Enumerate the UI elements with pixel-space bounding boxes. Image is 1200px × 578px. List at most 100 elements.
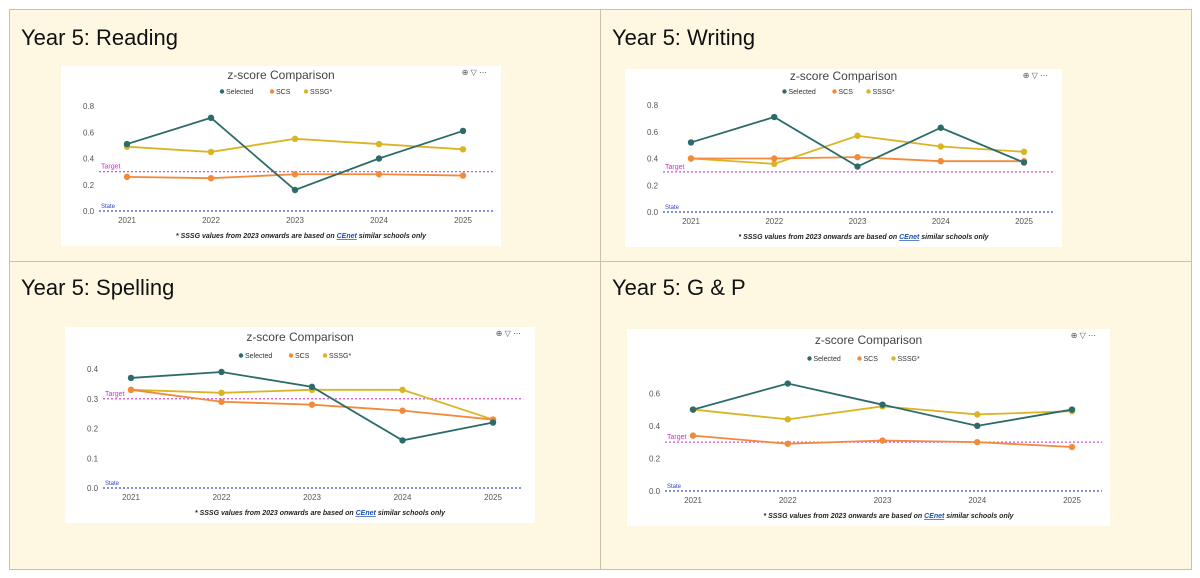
chart-legend: Selected SCS SSSG* — [782, 89, 895, 96]
legend-marker-2 — [322, 353, 328, 358]
reference-label-target: Target — [101, 164, 121, 171]
data-point-sssg — [207, 148, 215, 156]
x-tick-label: 2025 — [484, 493, 502, 502]
legend-marker-0 — [782, 89, 787, 94]
gp-chart: ⊕ ▽ ⋯ z-score Comparison Selected SCS SSSG* 0… — [627, 329, 1110, 526]
legend-marker-1 — [857, 356, 862, 361]
x-tick-label: 2022 — [213, 493, 231, 502]
data-point-selected — [489, 419, 497, 426]
x-tick-label: 2021 — [118, 216, 136, 225]
data-point-scs — [854, 153, 861, 161]
footnote-link: CEnet — [924, 513, 945, 520]
data-point-scs — [291, 171, 299, 178]
legend-label-1: SCS — [839, 89, 854, 96]
x-tick-label: 2024 — [932, 217, 950, 226]
y-tick-label: 0.0 — [87, 484, 99, 493]
legend-marker-1 — [269, 89, 275, 94]
y-tick-label: 0.2 — [647, 181, 659, 190]
data-point-selected — [1068, 406, 1076, 413]
legend-label-2: SSSG* — [310, 89, 332, 96]
data-point-scs — [689, 432, 697, 439]
data-point-sssg — [291, 135, 299, 143]
panel-title-reading: Year 5: Reading — [21, 25, 178, 50]
y-tick-label: 0.0 — [647, 208, 659, 217]
y-tick-label: 0.6 — [83, 128, 95, 137]
data-point-selected — [784, 380, 791, 387]
data-point-scs — [879, 437, 886, 444]
data-point-selected — [291, 186, 299, 194]
legend-marker-0 — [807, 356, 812, 361]
legend-marker-2 — [303, 89, 309, 94]
chart-footnote: * SSSG values from 2023 onwards are base… — [763, 513, 1014, 520]
x-tick-label: 2024 — [968, 496, 986, 505]
legend-label-2: SSSG* — [873, 89, 895, 96]
reference-label-target: Target — [667, 434, 687, 441]
data-point-sssg — [218, 389, 225, 396]
chart-title: z-score Comparison — [246, 330, 353, 344]
footnote-text-end: similar schools only — [919, 234, 989, 241]
legend-label-0: Selected — [789, 89, 816, 96]
footnote-text: * SSSG values from 2023 onwards are base… — [195, 510, 356, 517]
comparison-grid: Year 5: Reading Year 5: Writing Year 5: … — [9, 9, 1192, 570]
legend-marker-2 — [866, 89, 871, 94]
panel-title-spelling: Year 5: Spelling — [21, 275, 175, 300]
data-point-sssg — [1020, 148, 1028, 156]
x-tick-label: 2021 — [684, 496, 702, 505]
y-tick-label: 0.2 — [87, 425, 99, 434]
x-tick-label: 2022 — [779, 496, 797, 505]
y-tick-label: 0.8 — [647, 101, 659, 110]
writing-chart: ⊕ ▽ ⋯ z-score Comparison Selected SCS SSSG* 0… — [625, 69, 1062, 247]
legend-label-1: SCS — [276, 89, 291, 96]
chart-footnote: * SSSG values from 2023 onwards are base… — [195, 510, 446, 517]
footnote-text-end: similar schools only — [944, 513, 1014, 520]
footnote-link: CEnet — [356, 510, 377, 517]
x-tick-label: 2022 — [202, 216, 220, 225]
y-tick-label: 0.6 — [647, 128, 659, 137]
chart-footnote: * SSSG values from 2023 onwards are base… — [738, 234, 989, 241]
data-point-scs — [771, 155, 778, 162]
data-point-selected — [1020, 159, 1028, 166]
legend-marker-0 — [238, 353, 244, 358]
footnote-text: * SSSG values from 2023 onwards are base… — [738, 234, 899, 241]
legend-marker-1 — [288, 353, 294, 358]
data-point-sssg — [771, 160, 778, 168]
data-point-selected — [375, 155, 383, 162]
x-tick-label: 2025 — [1015, 217, 1033, 226]
series-line-selected — [126, 116, 464, 192]
reference-label-state: State — [667, 484, 682, 490]
data-point-scs — [784, 440, 791, 447]
x-tick-label: 2021 — [682, 217, 700, 226]
footnote-text: * SSSG values from 2023 onwards are base… — [763, 513, 924, 520]
legend-label-0: Selected — [226, 89, 253, 96]
legend-label-1: SCS — [864, 356, 879, 363]
data-point-selected — [218, 368, 225, 376]
chart-legend: Selected SCS SSSG* — [807, 356, 920, 363]
data-point-scs — [375, 171, 383, 178]
reference-label-state: State — [101, 204, 116, 210]
x-tick-label: 2021 — [122, 493, 140, 502]
footnote-link: CEnet — [899, 234, 920, 241]
y-tick-label: 0.1 — [87, 454, 99, 463]
y-tick-label: 0.4 — [647, 155, 659, 164]
legend-label-1: SCS — [295, 353, 310, 360]
legend-label-2: SSSG* — [329, 353, 351, 360]
data-point-selected — [771, 113, 778, 121]
data-point-scs — [399, 407, 406, 414]
footnote-link: CEnet — [337, 233, 358, 240]
chart-title: z-score Comparison — [815, 333, 922, 347]
y-tick-label: 0.8 — [83, 102, 95, 111]
legend-label-0: Selected — [814, 356, 841, 363]
y-tick-label: 0.4 — [83, 155, 95, 164]
data-point-sssg — [937, 143, 944, 150]
visual-toolbar-icons: ⊕ ▽ ⋯ — [1023, 71, 1048, 80]
data-point-scs — [218, 398, 225, 405]
data-point-scs — [459, 172, 467, 179]
reading-chart: ⊕ ▽ ⋯ z-score Comparison Selected SCS SSSG* 0… — [61, 66, 501, 246]
data-point-selected — [687, 139, 695, 146]
data-point-selected — [127, 374, 135, 382]
data-point-sssg — [854, 132, 861, 139]
data-point-scs — [687, 155, 695, 162]
x-tick-label: 2025 — [454, 216, 472, 225]
y-tick-label: 0.4 — [87, 365, 99, 374]
data-point-sssg — [375, 140, 383, 148]
